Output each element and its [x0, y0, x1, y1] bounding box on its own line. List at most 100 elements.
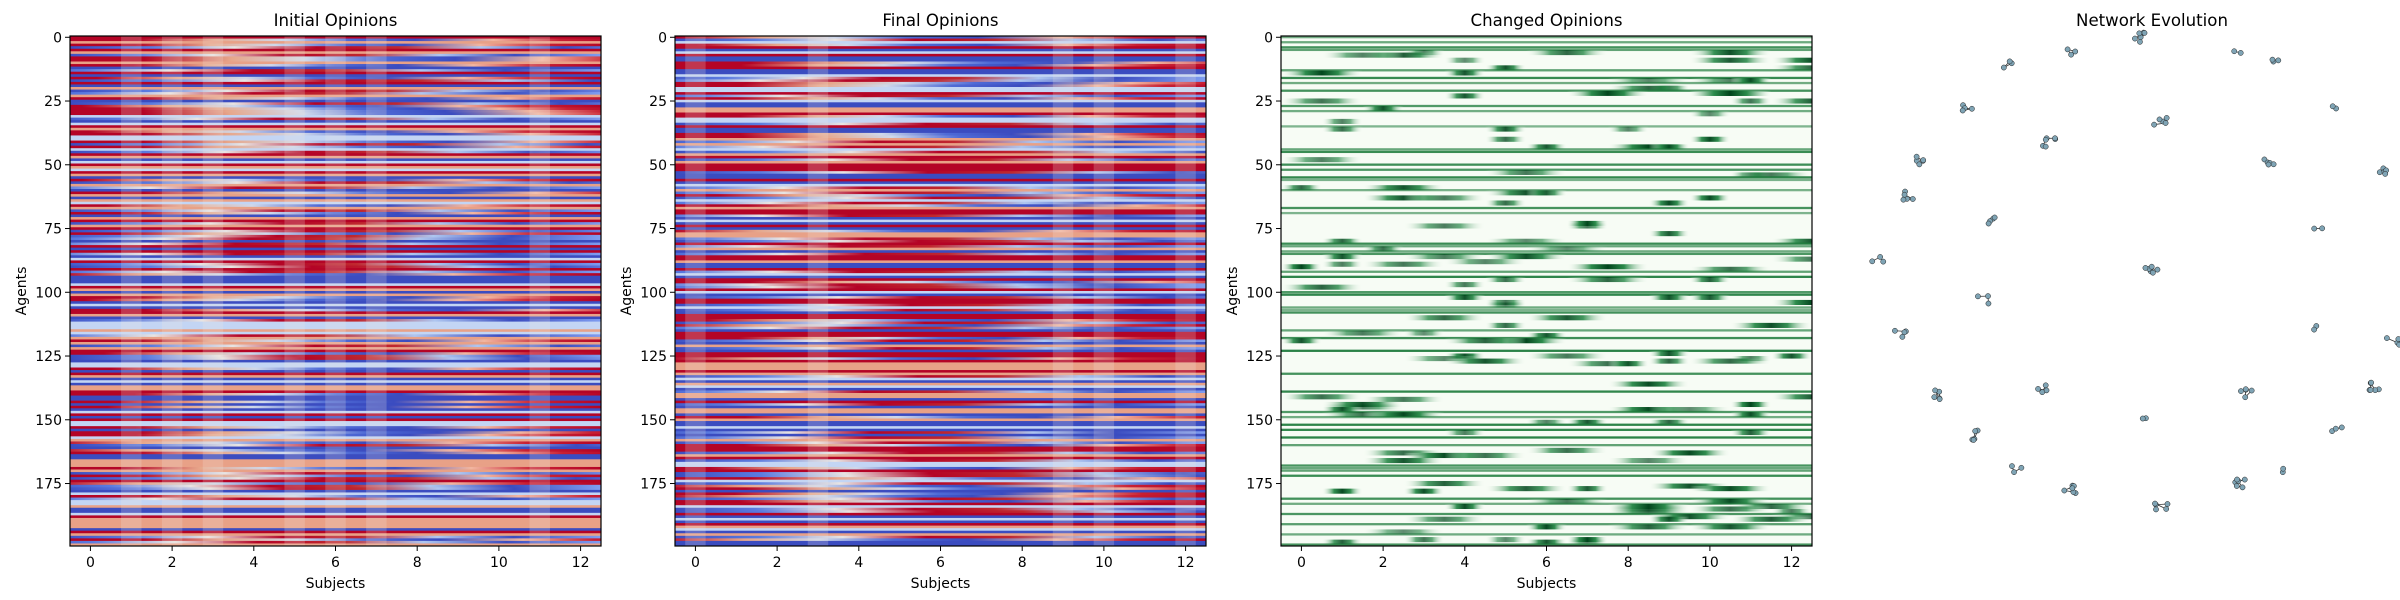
heatmap-row	[675, 186, 1206, 190]
heatmap-row	[675, 296, 1206, 300]
heatmap-cell	[1321, 261, 1363, 267]
y-tick-label: 25	[44, 94, 62, 110]
heatmap-row	[675, 219, 1206, 223]
heatmap-cell	[1566, 539, 1608, 545]
heatmap-row	[70, 160, 601, 165]
heatmap-row	[1281, 512, 1812, 516]
heatmap-cell	[1730, 429, 1772, 436]
heatmap-cell	[1526, 539, 1567, 545]
heatmap-row	[675, 206, 1206, 210]
heatmap-column-band	[366, 36, 387, 546]
heatmap-row	[675, 385, 1206, 389]
heatmap-row	[70, 344, 601, 348]
y-tick-label: 0	[1264, 30, 1273, 46]
heatmap-cell	[1648, 483, 1731, 489]
network-cluster	[2311, 225, 2326, 232]
network-cluster	[2061, 482, 2079, 496]
heatmap-row	[1281, 497, 1812, 500]
heatmap-row	[675, 171, 1206, 175]
heatmap-row	[675, 99, 1206, 103]
x-tick-label: 4	[249, 555, 258, 571]
heatmap-cell	[1526, 190, 1567, 196]
heatmap-row	[70, 298, 601, 302]
network-node	[2396, 341, 2400, 348]
heatmap-row	[70, 262, 601, 267]
y-tick-label: 75	[649, 222, 667, 238]
heatmap-row	[70, 176, 601, 180]
network-cluster	[2009, 463, 2025, 475]
heatmap-row	[1281, 466, 1812, 470]
heatmap-row	[70, 48, 601, 52]
network-node	[2152, 500, 2158, 507]
y-tick-label: 175	[35, 477, 62, 493]
heatmap-row	[70, 155, 601, 159]
y-tick-label: 50	[649, 158, 667, 174]
heatmap-row	[70, 41, 601, 45]
network-node	[2042, 136, 2049, 143]
network-node	[2150, 269, 2156, 276]
heatmap-cell	[1485, 254, 1567, 260]
heatmap-row	[70, 377, 601, 381]
heatmap-row	[675, 140, 1206, 144]
heatmap-cell	[1485, 65, 1527, 71]
heatmap-cells	[70, 36, 601, 546]
heatmap-row	[70, 191, 601, 195]
heatmap-row	[675, 390, 1206, 394]
heatmap-row	[70, 538, 601, 542]
network-cluster	[1975, 293, 1992, 307]
heatmap-row	[70, 393, 601, 397]
heatmap-cell	[1444, 503, 1486, 510]
heatmap-row	[70, 319, 601, 323]
heatmap-row	[70, 438, 601, 443]
network-node	[2069, 485, 2076, 492]
heatmap-cell	[1281, 185, 1322, 191]
heatmap-cell	[1648, 516, 1690, 522]
heatmap-row	[675, 43, 1206, 47]
heatmap-row	[675, 64, 1206, 68]
heatmap-row	[675, 125, 1206, 129]
heatmap-row	[70, 410, 601, 414]
network-node	[2270, 161, 2277, 168]
heatmap-cell	[1403, 195, 1486, 201]
heatmap-row	[675, 153, 1206, 157]
y-tick-label: 0	[658, 30, 667, 46]
heatmap-row	[70, 400, 601, 404]
chart-title: Network Evolution	[2076, 11, 2228, 30]
y-tick-label: 75	[1255, 222, 1273, 238]
network-cluster	[2151, 115, 2170, 128]
network-cluster	[1969, 427, 1981, 443]
heatmap-row	[70, 415, 601, 420]
y-tick-label: 0	[53, 30, 62, 46]
x-tick-label: 12	[1177, 555, 1195, 571]
heatmap-row	[675, 380, 1206, 384]
x-tick-label: 8	[413, 555, 422, 571]
heatmap-row	[70, 217, 601, 221]
heatmap-row	[675, 51, 1206, 55]
heatmap-row	[675, 127, 1206, 131]
heatmap-row	[675, 375, 1206, 379]
heatmap-row	[70, 107, 601, 111]
heatmap-row	[70, 148, 601, 152]
network-node	[1969, 105, 1975, 112]
heatmap-row	[70, 331, 601, 335]
heatmap-row	[675, 217, 1206, 221]
heatmap-cell	[1485, 126, 1527, 132]
heatmap-row	[675, 298, 1206, 302]
y-tick-label: 50	[1255, 158, 1273, 174]
heatmap-cells	[1281, 36, 1812, 546]
heatmap-cell	[1485, 537, 1527, 543]
heatmap-cell	[1730, 172, 1812, 178]
heatmap-row	[70, 143, 601, 147]
heatmap-column-band	[1052, 36, 1074, 546]
network-node	[2132, 35, 2138, 42]
heatmap-row	[70, 268, 601, 272]
heatmap-cell	[1485, 302, 1527, 308]
network-node	[2068, 51, 2074, 58]
heatmap-cell	[1689, 276, 1731, 283]
network-node	[1920, 157, 1927, 163]
heatmap-row	[675, 130, 1206, 134]
network-node	[2039, 389, 2046, 396]
heatmap-cell	[1689, 358, 1772, 364]
heatmap-row	[675, 367, 1206, 371]
heatmap-cell	[1362, 458, 1445, 464]
